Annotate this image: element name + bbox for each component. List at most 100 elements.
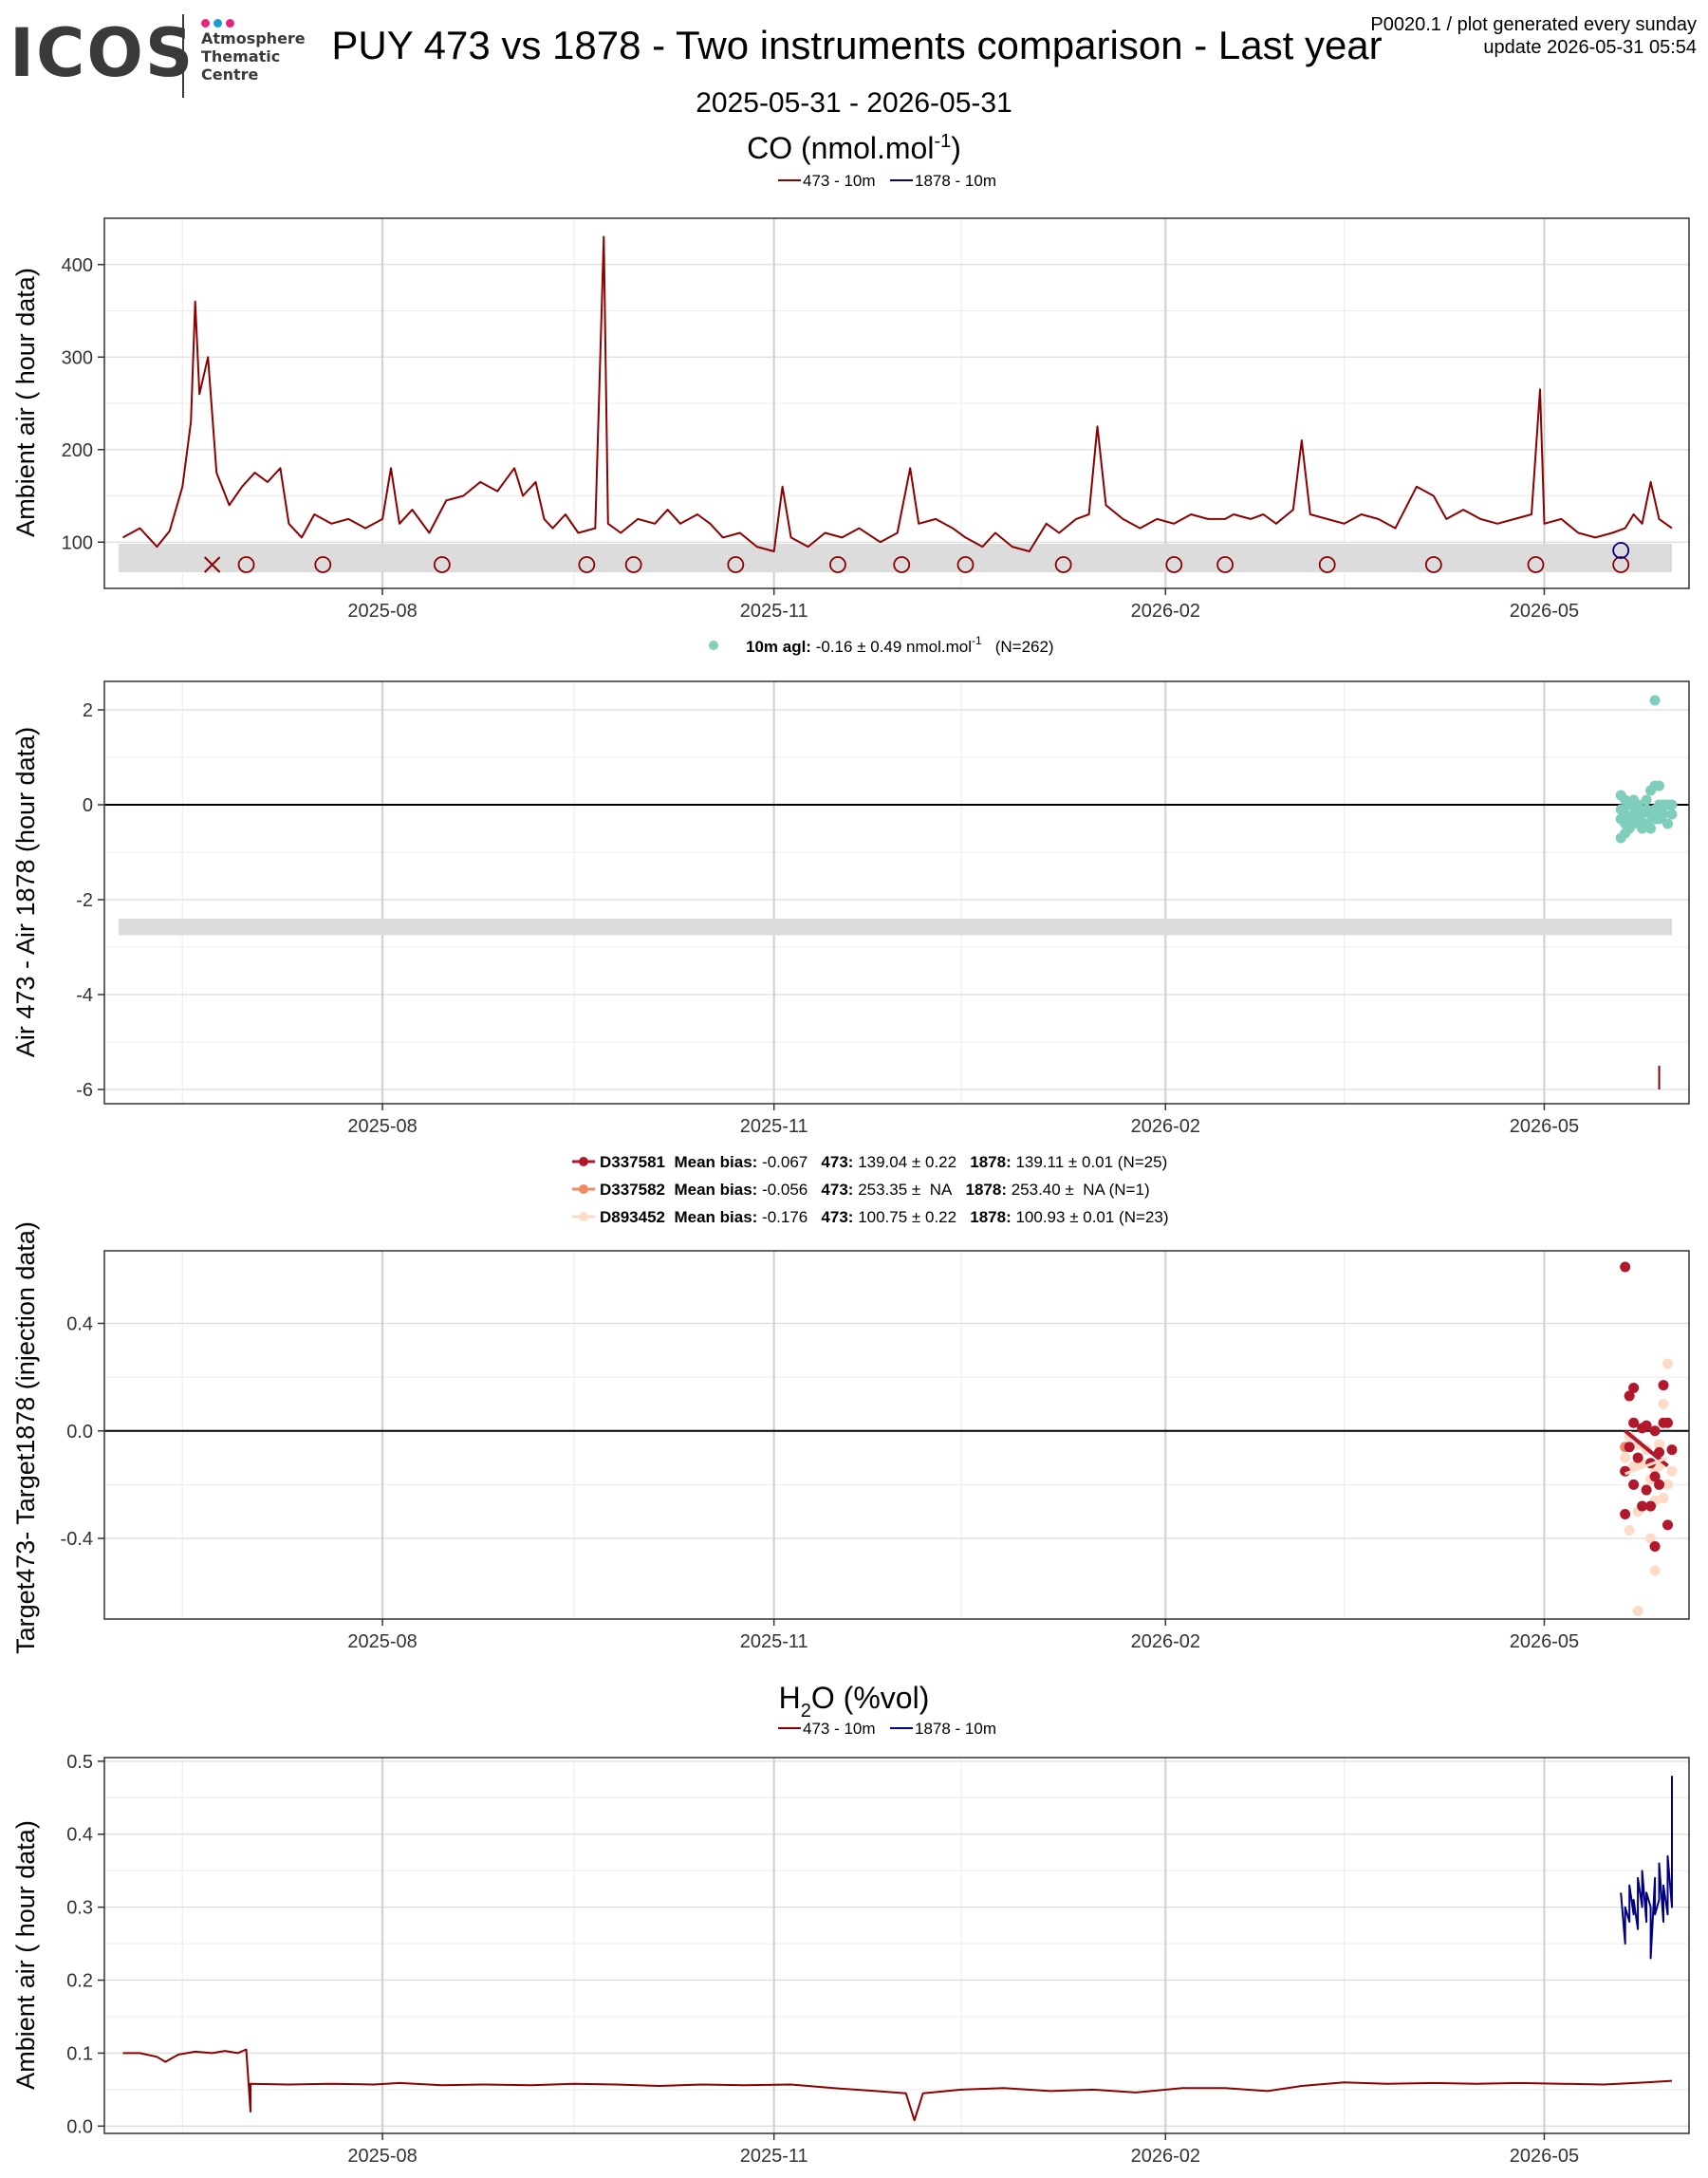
flag-marker-circle	[829, 556, 846, 573]
co-ylabel: Ambient air ( hour data)	[11, 268, 40, 537]
target-legend-text: ±	[1061, 1181, 1079, 1199]
x-tick-label: 2025-11	[740, 2146, 808, 2167]
flag-marker-x	[203, 556, 221, 573]
target-point-d337581	[1666, 1444, 1678, 1456]
flag-marker-circle	[727, 556, 745, 573]
target-legend-swatch-dot	[579, 1212, 588, 1221]
target-point-d337581	[1641, 1420, 1652, 1431]
y-tick-label: 0.4	[66, 1825, 93, 1846]
y-tick-label: 2	[83, 700, 93, 721]
plot-background	[104, 681, 1689, 1104]
target-legend-text: 1878:	[952, 1181, 1007, 1199]
h2o-legend: 473 - 10m 1878 - 10m	[778, 1720, 996, 1738]
y-tick-label: 0.4	[66, 1313, 93, 1334]
target-point-d337581	[1632, 1452, 1643, 1463]
target-legend-text: 473:	[808, 1153, 853, 1171]
diff-legend-unit-sup: -1	[972, 634, 982, 647]
flag-band	[119, 919, 1672, 936]
meta-line-2: update 2026-05-31 05:54	[1483, 37, 1697, 58]
flag-marker-circle	[314, 556, 332, 573]
target-point-d337581	[1624, 1390, 1635, 1402]
logo-dot-3	[226, 19, 234, 28]
h2o-title-end: O (%vol)	[811, 1681, 929, 1715]
target-difference-panel: -0.4 0.0 0.4 2025-08 2025-11 2026-02 2026-05	[61, 1250, 1690, 1652]
flag-marker-circle	[1612, 556, 1630, 573]
target-legend-text: 473:	[808, 1208, 853, 1226]
target-legend-row: D337582 Mean bias: -0.056 473: 253.35 ± …	[600, 1181, 1150, 1199]
target-legend-swatch-dot	[579, 1157, 588, 1166]
trend-line-d893452	[1624, 1456, 1669, 1476]
target-legend-text: Mean bias:	[665, 1208, 757, 1226]
plot-background	[104, 1758, 1689, 2133]
target-point-d893452	[1649, 1565, 1661, 1576]
target-legend-text: 253.35	[853, 1181, 907, 1199]
target-legend-text: ±	[907, 1181, 925, 1199]
logo-wordmark: ICOS	[9, 14, 195, 92]
target-legend-row: D337581 Mean bias: -0.067 473: 139.04 ± …	[600, 1153, 1167, 1171]
co-ambient-panel: 100 200 300 400 2025-08 2025-11 2026-02 2026-05	[62, 217, 1690, 622]
h2o-ambient-panel: 0.0 0.1 0.2 0.3 0.4 0.5 2025-08 2025-11 2026-02 2…	[66, 1752, 1690, 2167]
flag-marker-circle	[1216, 556, 1234, 573]
target-legend-text: 253.40	[1007, 1181, 1061, 1199]
logo-dot-2	[214, 19, 222, 28]
target-legend-text: D893452	[600, 1208, 665, 1226]
target-point-d893452	[1662, 1358, 1674, 1369]
y-tick-label: 300	[62, 347, 93, 368]
x-tick-label: 2026-05	[1510, 2146, 1579, 2167]
target-point-d337581	[1628, 1382, 1640, 1393]
co-title-sup: -1	[934, 131, 951, 152]
plot-border	[103, 1757, 1690, 2134]
x-tick-label: 2026-02	[1131, 1631, 1200, 1652]
target-legend-text: 0.22	[925, 1153, 956, 1171]
target-point-d337581	[1620, 1261, 1631, 1273]
target-legend-text: ±	[1064, 1153, 1082, 1171]
diff-point	[1658, 809, 1669, 820]
diff-legend: 10m agl: -0.16 ± 0.49 nmol.mol-1 (N=262)	[709, 634, 1054, 656]
target-point-d337581	[1637, 1500, 1648, 1512]
diff-point	[1662, 818, 1674, 829]
target-legend-text: -0.056	[757, 1181, 808, 1199]
y-tick-label: 0.2	[66, 1971, 93, 1992]
target-legend-text: Mean bias:	[665, 1153, 757, 1171]
co-legend: 473 - 10m 1878 - 10m	[778, 172, 996, 190]
target-point-d893452	[1645, 1533, 1657, 1544]
x-tick-label: 2025-11	[740, 601, 808, 622]
target-point-d337581	[1641, 1484, 1652, 1496]
co-title-end: )	[951, 131, 961, 165]
diff-point	[1666, 809, 1678, 820]
logo-line-1: Atmosphere	[201, 29, 306, 47]
diff-legend-swatch	[709, 641, 718, 650]
diff-legend-mean: -0.16	[811, 638, 852, 656]
logo-dots	[201, 15, 234, 32]
target-ylabel: Target473- Target1878 (injection data)	[11, 1221, 40, 1654]
diff-point	[1649, 695, 1661, 706]
target-legend-text: -0.176	[757, 1208, 808, 1226]
x-tick-label: 2025-08	[347, 2146, 417, 2167]
plot-border	[103, 217, 1690, 589]
x-tick-label: 2026-05	[1510, 1631, 1579, 1652]
x-tick-label: 2025-08	[347, 1116, 417, 1137]
x-tick-label: 2026-02	[1131, 601, 1200, 622]
icos-logo: ICOS	[9, 14, 195, 92]
date-range: 2025-05-31 - 2026-05-31	[696, 87, 1012, 119]
target-point-d893452	[1620, 1452, 1631, 1463]
co-legend-label-473: 473 - 10m	[803, 172, 876, 190]
co-line-473	[122, 235, 1673, 552]
target-point-d337581	[1658, 1380, 1669, 1391]
logo-dot-1	[201, 19, 210, 28]
y-tick-label: 400	[62, 255, 93, 276]
co-section-title: CO (nmol.mol-1)	[747, 131, 961, 165]
flag-marker-circle	[1054, 556, 1072, 573]
flag-marker-circle	[956, 556, 975, 573]
logo-line-2: Thematic	[201, 47, 281, 65]
x-tick-label: 2025-11	[740, 1631, 808, 1652]
target-legend-text: 473:	[808, 1181, 853, 1199]
x-tick-label: 2026-02	[1131, 2146, 1200, 2167]
y-tick-label: 0.3	[66, 1898, 93, 1919]
y-tick-label: 200	[62, 440, 93, 461]
target-legend-text: Mean bias:	[665, 1181, 757, 1199]
target-legend-text: 100.75	[853, 1208, 907, 1226]
target-legend-text: ±	[907, 1208, 925, 1226]
h2o-line-473	[122, 2048, 1673, 2122]
flag-marker-circle	[1165, 556, 1183, 573]
